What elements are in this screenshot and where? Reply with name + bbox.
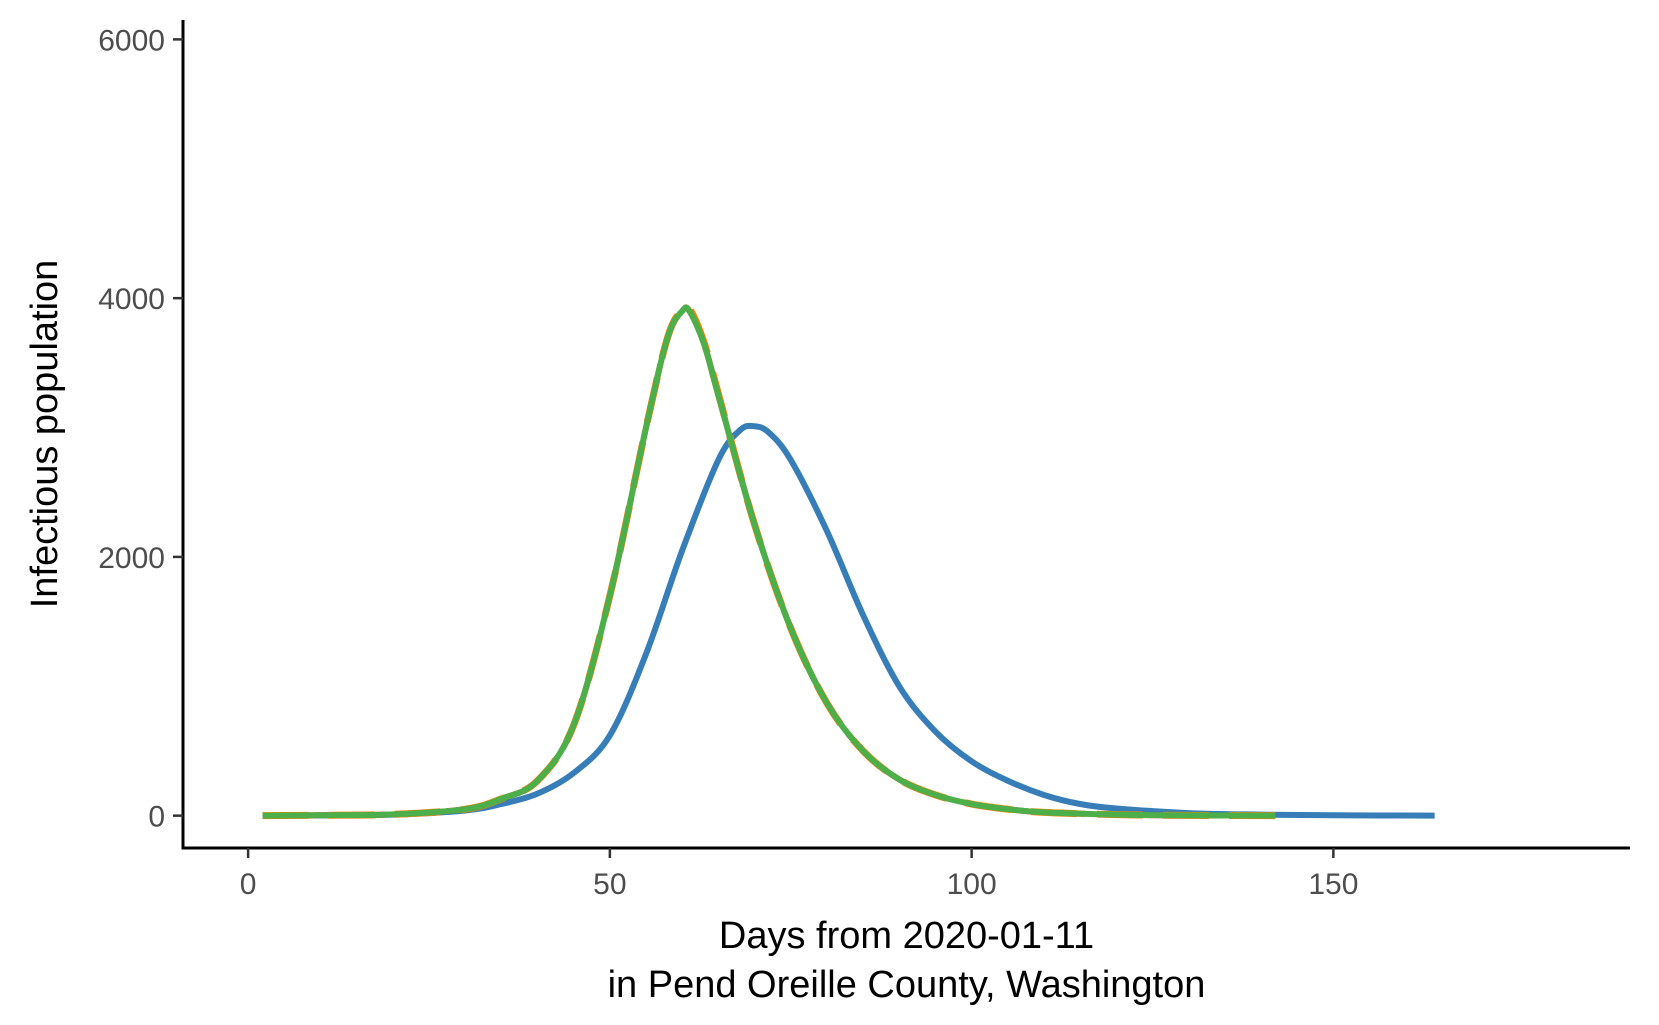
x-tick-label: 150 bbox=[1308, 868, 1358, 901]
series-layer bbox=[262, 301, 1435, 820]
series-line-1 bbox=[262, 422, 1435, 819]
y-tick-label: 6000 bbox=[98, 24, 165, 57]
y-axis-title: Infectious population bbox=[24, 260, 66, 609]
x-ticks: 0 50 100 150 bbox=[240, 848, 1358, 901]
y-tick-label: 0 bbox=[148, 801, 165, 834]
y-tick-label: 4000 bbox=[98, 283, 165, 316]
y-ticks: 0 2000 4000 6000 bbox=[98, 24, 183, 834]
x-axis-title-line2: in Pend Oreille County, Washington bbox=[608, 964, 1206, 1006]
x-axis-title-line1: Days from 2020-01-11 bbox=[719, 915, 1094, 957]
x-tick-label: 100 bbox=[947, 868, 997, 901]
y-tick-label: 2000 bbox=[98, 542, 165, 575]
series-line-4 bbox=[262, 304, 1276, 819]
x-tick-label: 0 bbox=[240, 868, 257, 901]
x-tick-label: 50 bbox=[593, 868, 626, 901]
